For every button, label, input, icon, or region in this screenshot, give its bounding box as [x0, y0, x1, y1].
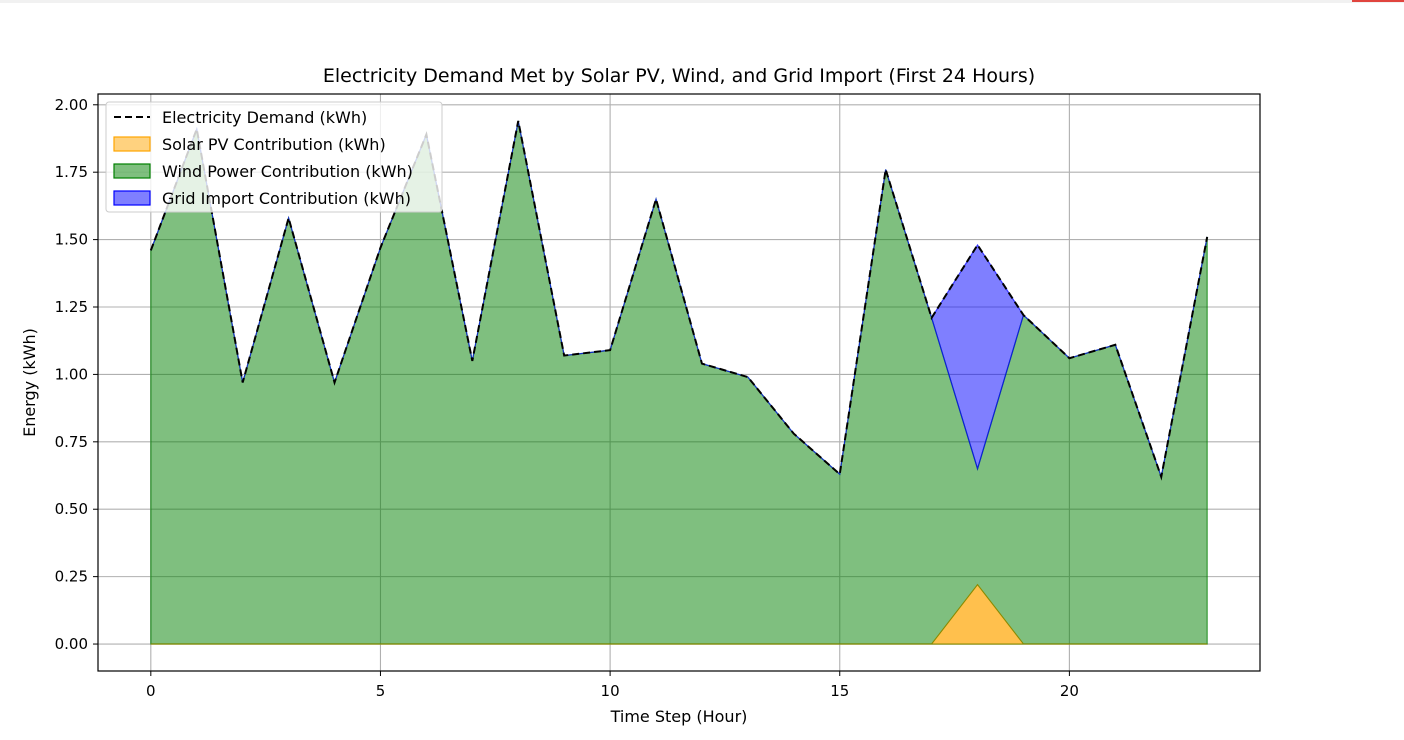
- y-axis-label: Energy (kWh): [20, 328, 39, 437]
- window-top-bar: [0, 0, 1404, 3]
- solar-pv-area-top: [150, 583, 1208, 645]
- axis-ticks: 0 5 10 15 20 0.00 0.25 0.50 0.75 1.00 1.25 1.50 1.75…: [55, 96, 1079, 700]
- y-tick-label: 0.50: [55, 500, 88, 518]
- legend: Electricity Demand (kWh) Solar PV Contrib…: [105, 101, 443, 213]
- x-tick-label: 15: [830, 682, 849, 700]
- y-tick-label: 0.25: [55, 568, 88, 586]
- y-tick-label: 1.50: [55, 231, 88, 249]
- y-tick-label: 1.00: [55, 365, 88, 383]
- x-tick-label: 10: [601, 682, 620, 700]
- y-tick-label: 1.25: [55, 298, 88, 316]
- legend-box: [105, 101, 443, 213]
- x-tick-label: 0: [146, 682, 156, 700]
- legend-label: Grid Import Contribution (kWh): [162, 189, 411, 208]
- chart-title: Electricity Demand Met by Solar PV, Wind…: [323, 65, 1035, 87]
- plot-frame: [97, 93, 1261, 672]
- y-tick-label: 0.00: [55, 635, 88, 653]
- x-tick-label: 20: [1060, 682, 1079, 700]
- legend-swatch: [113, 190, 151, 206]
- window-accent-mark: [1352, 0, 1404, 2]
- x-tick-label: 5: [376, 682, 386, 700]
- y-tick-label: 0.75: [55, 433, 88, 451]
- legend-swatch: [113, 163, 151, 179]
- legend-label: Solar PV Contribution (kWh): [162, 135, 386, 154]
- x-axis-label: Time Step (Hour): [610, 707, 748, 726]
- y-tick-label: 1.75: [55, 163, 88, 181]
- legend-swatch: [113, 136, 151, 152]
- legend-label: Electricity Demand (kWh): [162, 108, 367, 127]
- y-tick-label: 2.00: [55, 96, 88, 114]
- legend-label: Wind Power Contribution (kWh): [162, 162, 413, 181]
- demand-line-layer: [149, 120, 1209, 481]
- demand-line: [149, 120, 1209, 481]
